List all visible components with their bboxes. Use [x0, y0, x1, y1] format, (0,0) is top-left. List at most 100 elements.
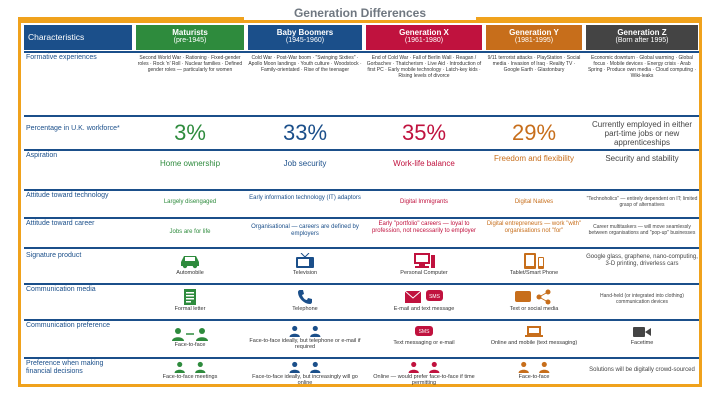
- people-icon: [174, 361, 206, 373]
- header-maturists: Maturists (pre-1945): [136, 25, 244, 50]
- row-label: Signature product: [26, 252, 82, 259]
- telephone-icon: [298, 290, 312, 304]
- cell: Second World War · Rationing · Fixed-gen…: [137, 55, 243, 73]
- cell-tablet: Tablet/Smart Phone: [486, 253, 582, 276]
- caption: Tablet/Smart Phone: [509, 270, 559, 276]
- gen-years: (pre-1945): [173, 37, 207, 44]
- row-media: Communication media Formal letter Teleph…: [24, 283, 699, 319]
- caption: Face-to-face ideally, but telephone or e…: [249, 338, 361, 350]
- cell-email: SMS E-mail and text message: [366, 289, 482, 312]
- cell: Hand-held (or integrated into clothing) …: [600, 293, 684, 305]
- cell: 33%: [282, 120, 328, 145]
- header-characteristics: Characteristics: [24, 25, 132, 50]
- row-career: Attitude toward career Jobs are for life…: [24, 217, 699, 247]
- caption: Face-to-face: [518, 374, 550, 380]
- gen-years: (1961-1980): [404, 37, 444, 44]
- row-financial: Preference when making financial decisio…: [24, 357, 699, 387]
- caption: Facetime: [630, 340, 654, 346]
- caption: Formal letter: [174, 306, 206, 312]
- cell: Largely disengaged: [163, 199, 217, 205]
- facetime-icon: [633, 327, 651, 337]
- row-label: Preference when making financial decisio…: [26, 360, 104, 375]
- gen-years: (Born after 1995): [615, 37, 669, 44]
- cell: 9/11 terrorist attacks · PlayStation · S…: [487, 55, 581, 73]
- caption: E-mail and text message: [393, 306, 455, 312]
- header-geny: Generation Y (1981-1995): [486, 25, 582, 50]
- cell: Early information technology (IT) adapto…: [249, 195, 361, 201]
- row-label: Attitude toward technology: [26, 192, 109, 199]
- tv-icon: [296, 253, 314, 268]
- caption: Face-to-face meetings: [162, 374, 218, 380]
- caption: Face-to-face: [174, 342, 206, 348]
- tablet-phone-icon: [524, 253, 544, 269]
- gen-years: (1945-1960): [285, 37, 325, 44]
- cell-online: Online and mobile (text messaging): [486, 325, 582, 346]
- caption: Face-to-face ideally, but increasingly w…: [252, 374, 358, 386]
- people-icon: [172, 328, 208, 341]
- cell: Work-life balance: [393, 159, 455, 168]
- gen-name: Baby Boomers: [276, 28, 334, 37]
- cell-television: Television: [248, 253, 362, 276]
- cell: 29%: [511, 120, 557, 145]
- row-label: Communication media: [26, 286, 96, 293]
- gen-name: Maturists: [172, 28, 208, 37]
- gen-name: Generation Y: [509, 28, 559, 37]
- cell-face: Face-to-face: [136, 327, 244, 348]
- cell: Home ownership: [159, 159, 221, 168]
- cell: Digital Immigrants: [399, 199, 448, 205]
- frame: [18, 20, 702, 387]
- row-label: Formative experiences: [26, 54, 97, 61]
- cell-social: Text or social media: [486, 289, 582, 312]
- cell: Digital entrepreneurs — work "with" orga…: [486, 221, 582, 234]
- cell: Solutions will be digitally crowd-source…: [589, 367, 695, 373]
- caption: Personal Computer: [400, 270, 448, 276]
- cell-telephone: Telephone: [248, 289, 362, 312]
- cell-face-y: Face-to-face: [486, 361, 582, 380]
- people-icon: [518, 361, 550, 373]
- caption: Telephone: [292, 306, 318, 312]
- row-technology: Attitude toward technology Largely disen…: [24, 189, 699, 217]
- cell-online-bb: Face-to-face ideally, but increasingly w…: [248, 361, 362, 386]
- cell-text: SMS Text messaging or e-mail: [366, 325, 482, 346]
- cell-face-phone: Face-to-face ideally, but telephone or e…: [248, 325, 362, 350]
- social-icon: [515, 289, 551, 305]
- caption: Television: [292, 270, 318, 276]
- car-icon: [181, 256, 199, 269]
- sms-icon: SMS: [415, 326, 433, 336]
- email-icon: SMS: [404, 290, 443, 303]
- svg-text:SMS: SMS: [419, 329, 431, 335]
- people-icon: [408, 361, 440, 373]
- row-label: Communication preference: [26, 322, 111, 329]
- cell: Jobs are for life: [169, 229, 211, 235]
- cell: Freedom and flexibility: [493, 154, 575, 163]
- cell: Early "portfolio" careers — loyal to pro…: [371, 221, 477, 234]
- caption: Text messaging or e-mail: [393, 340, 455, 346]
- cell: 3%: [174, 120, 206, 145]
- cell: Economic downturn · Global warming · Glo…: [587, 55, 697, 79]
- computer-icon: [414, 253, 435, 268]
- cell: Google glass, graphene, nano-computing, …: [586, 254, 698, 267]
- cell: "Technoholics" — entirely dependent on I…: [586, 196, 698, 208]
- cell: Currently employed in either part-time j…: [591, 120, 693, 147]
- cell: 35%: [401, 120, 447, 145]
- cell: Career multitaskers — will move seamless…: [588, 224, 696, 236]
- cell-online-x: Online — would prefer face-to-face if ti…: [366, 361, 482, 386]
- caption: Online and mobile (text messaging): [490, 340, 578, 346]
- row-label: Percentage in U.K. workforce*: [26, 125, 120, 132]
- header-genz: Generation Z (Born after 1995): [586, 25, 698, 50]
- row-product: Signature product Automobile Television …: [24, 247, 699, 283]
- row-label: Aspiration: [26, 152, 58, 159]
- gen-name: Generation X: [399, 28, 449, 37]
- cell: Cold War · Post-War boom · "Swinging Six…: [248, 55, 362, 73]
- cell-meetings: Face-to-face meetings: [136, 361, 244, 380]
- cell-letter: Formal letter: [136, 289, 244, 312]
- header-boomers: Baby Boomers (1945-1960): [248, 25, 362, 50]
- cell-facetime: Facetime: [586, 325, 698, 346]
- page-title: Generation Differences: [293, 6, 427, 20]
- svg-text:SMS: SMS: [429, 294, 441, 300]
- row-aspiration: Aspiration Home ownership Job security W…: [24, 149, 699, 189]
- cell-automobile: Automobile: [136, 253, 244, 276]
- row-preference: Communication preference Face-to-face Fa…: [24, 319, 699, 357]
- cell: Security and stability: [605, 154, 679, 163]
- row-workforce: Percentage in U.K. workforce* 3% 33% 35%…: [24, 115, 699, 149]
